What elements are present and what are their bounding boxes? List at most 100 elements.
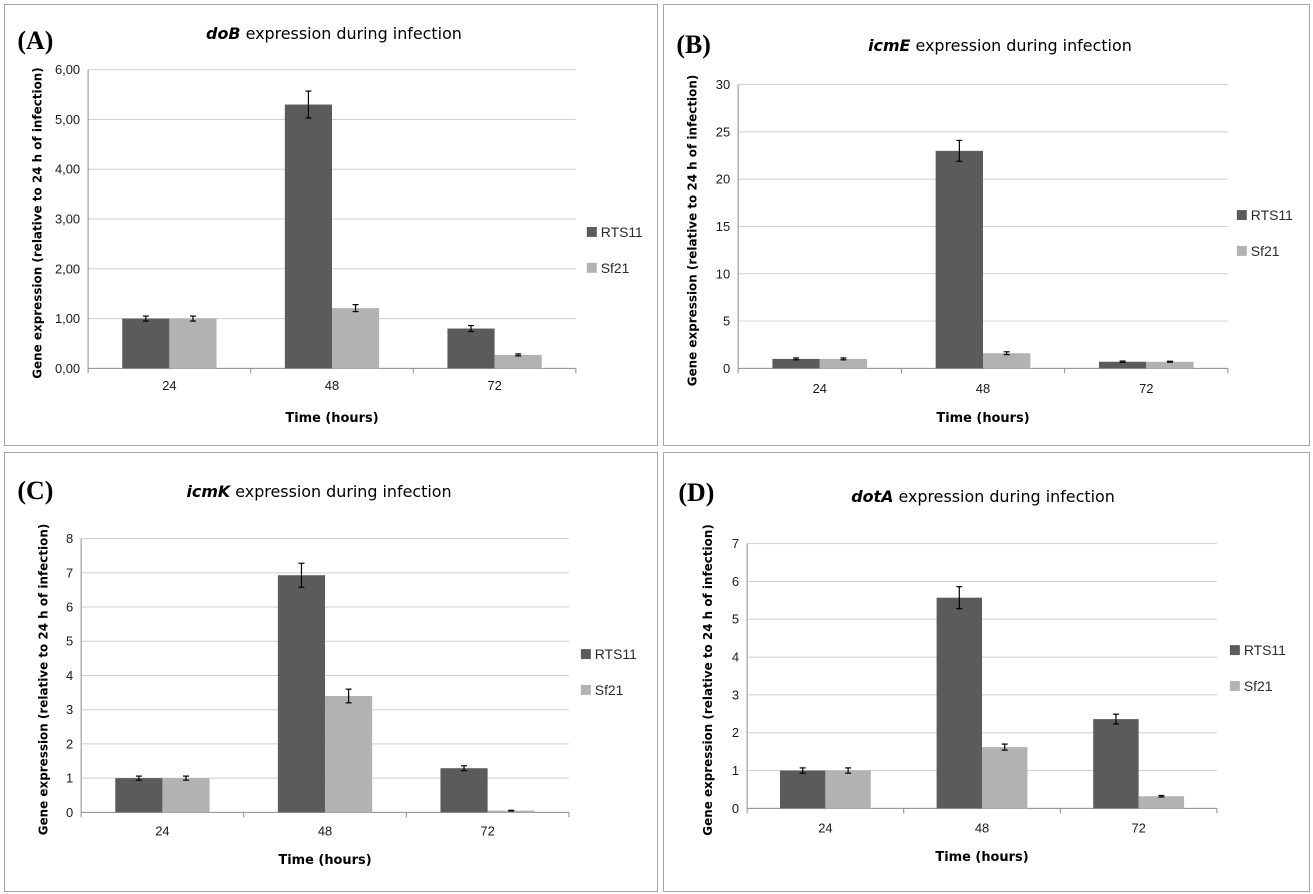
bar-sf21-24 [819, 358, 868, 369]
y-tick-label: 2 [66, 736, 73, 751]
y-axis-title: Gene expression (relative to 24 h of inf… [36, 524, 50, 836]
y-tick-label: 8 [66, 531, 73, 546]
y-tick-label: 7 [66, 565, 73, 580]
legend-label-rts11: RTS11 [595, 646, 637, 662]
bar-chart-d: 0 1 2 3 4 5 6 7 24 48 72 (D) dotA expression during … [678, 478, 1286, 865]
panel-label: (D) [678, 478, 714, 507]
chart-panel-a: 0,00 1,00 2,00 3,00 4,00 5,00 6,00 24 48 72 (A) doB… [4, 4, 658, 446]
x-tick-label: 72 [1131, 820, 1145, 835]
x-axis-title: Time (hours) [935, 850, 1028, 865]
chart-title-rest: expression during infection [910, 36, 1131, 55]
chart-title-rest: expression during infection [893, 487, 1114, 506]
y-tick-label: 30 [716, 77, 730, 92]
bar-sf21-48 [331, 308, 380, 369]
y-tick-label: 5,00 [55, 112, 80, 127]
bar-sf21-24 [825, 770, 871, 809]
y-axis-title: Gene expression (relative to 24 h of inf… [685, 75, 699, 386]
x-axis-title: Time (hours) [936, 411, 1029, 426]
y-tick-label: 0 [732, 801, 739, 816]
y-tick-label: 1 [732, 763, 739, 778]
x-tick-label: 24 [155, 823, 169, 838]
y-tick-label: 0 [66, 805, 73, 820]
bar-sf21-24 [162, 778, 210, 813]
legend-label-rts11: RTS11 [601, 224, 643, 240]
y-tick-label: 2,00 [55, 261, 80, 276]
bar-sf21-72 [1138, 796, 1185, 809]
legend-swatch-rts11 [1236, 210, 1247, 221]
y-tick-label: 3 [732, 687, 739, 702]
y-tick-label: 6,00 [55, 62, 80, 77]
y-tick-label: 5 [66, 634, 73, 649]
chart-title-gene: icmE [868, 36, 910, 55]
x-axis-title: Time (hours) [278, 853, 371, 868]
y-tick-label: 4 [732, 650, 739, 665]
x-tick-label: 72 [1139, 381, 1153, 396]
bar-rts11-24 [772, 358, 820, 369]
y-axis-title: Gene expression (relative to 24 h of inf… [701, 524, 715, 835]
chart-panel-d: 0 1 2 3 4 5 6 7 24 48 72 (D) dotA expression during … [663, 452, 1310, 892]
panel-label: (A) [17, 26, 53, 55]
legend-label-sf21: Sf21 [1251, 243, 1280, 259]
x-tick-label: 48 [325, 378, 339, 393]
chart-title: doB expression during infection [206, 24, 462, 43]
bar-rts11-24 [779, 770, 826, 809]
legend-label-sf21: Sf21 [1244, 678, 1273, 694]
legend-swatch-rts11 [1229, 645, 1240, 656]
legend-swatch-rts11 [580, 649, 591, 660]
bar-sf21-24 [169, 318, 217, 369]
bar-rts11-72 [440, 768, 488, 813]
bar-rts11-48 [277, 575, 326, 813]
y-tick-label: 20 [716, 172, 730, 187]
bar-rts11-48 [935, 150, 984, 369]
y-tick-label: 0,00 [55, 361, 80, 376]
bar-rts11-72 [1098, 361, 1147, 369]
legend-label-rts11: RTS11 [1244, 642, 1286, 658]
y-tick-label: 2 [732, 725, 739, 740]
bar-rts11-24 [115, 778, 163, 813]
x-tick-label: 48 [318, 823, 332, 838]
bar-rts11-72 [1093, 719, 1139, 809]
y-tick-label: 1,00 [55, 311, 80, 326]
x-tick-label: 72 [487, 378, 501, 393]
bar-chart-a: 0,00 1,00 2,00 3,00 4,00 5,00 6,00 24 48 72 (A) doB… [17, 24, 643, 426]
y-tick-label: 3,00 [55, 212, 80, 227]
x-tick-label: 48 [975, 820, 989, 835]
chart-title-gene: dotA [851, 487, 893, 506]
bar-sf21-72 [1146, 361, 1194, 369]
chart-panel-c: 0 1 2 3 4 5 6 7 8 24 48 72 (C) icmK expression during… [4, 452, 658, 892]
bar-sf21-48 [982, 747, 1028, 809]
legend-label-sf21: Sf21 [601, 260, 630, 276]
y-tick-label: 25 [716, 124, 730, 139]
panel-label: (B) [676, 30, 711, 59]
legend-swatch-sf21 [1236, 245, 1247, 256]
bar-rts11-48 [936, 597, 983, 809]
legend-label-rts11: RTS11 [1251, 207, 1293, 223]
chart-title-gene: doB [206, 24, 240, 43]
bar-chart-b: 0 5 10 15 20 25 30 24 48 72 (B) icmE expression dur… [676, 30, 1293, 426]
x-axis-title: Time (hours) [285, 411, 378, 426]
x-tick-label: 24 [813, 381, 827, 396]
panel-label: (C) [17, 476, 53, 505]
y-axis-title: Gene expression (relative to 24 h of inf… [30, 67, 44, 378]
bar-sf21-72 [494, 354, 542, 369]
chart-title-rest: expression during infection [241, 24, 462, 43]
y-tick-label: 15 [716, 219, 730, 234]
y-tick-label: 5 [732, 612, 739, 627]
y-tick-label: 7 [732, 536, 739, 551]
legend-swatch-rts11 [586, 226, 597, 237]
bar-rts11-72 [447, 328, 495, 369]
legend-label-sf21: Sf21 [595, 682, 624, 698]
legend-swatch-sf21 [586, 262, 597, 273]
bar-rts11-48 [284, 104, 332, 369]
y-tick-label: 6 [66, 600, 73, 615]
bar-rts11-24 [122, 318, 170, 369]
y-tick-label: 6 [732, 574, 739, 589]
legend-swatch-sf21 [1229, 680, 1240, 691]
chart-title: dotA expression during infection [851, 487, 1115, 506]
y-tick-label: 0 [723, 361, 730, 376]
chart-title: icmK expression during infection [186, 482, 451, 501]
x-tick-label: 48 [976, 381, 990, 396]
chart-panel-b: 0 5 10 15 20 25 30 24 48 72 (B) icmE expression dur… [663, 4, 1310, 446]
x-tick-label: 72 [480, 823, 494, 838]
chart-title-rest: expression during infection [230, 482, 451, 501]
